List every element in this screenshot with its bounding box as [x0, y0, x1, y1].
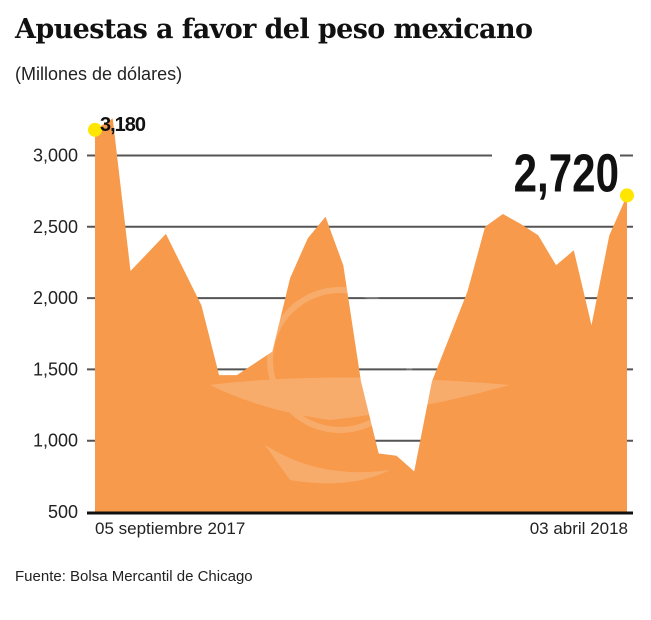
data-label: 2,720	[514, 143, 619, 203]
data-label: 3,180	[100, 114, 146, 136]
y-tick-label: 1,000	[33, 431, 78, 451]
y-tick-label: 500	[48, 502, 78, 522]
source-note: Fuente: Bolsa Mercantil de Chicago	[15, 568, 253, 585]
y-tick-label: 2,000	[33, 288, 78, 308]
y-tick-label: 1,500	[33, 359, 78, 379]
chart-title: Apuestas a favor del peso mexicano	[15, 14, 533, 45]
x-tick-label-start: 05 septiembre 2017	[95, 519, 245, 538]
eagle-watermark	[210, 287, 510, 484]
highlight-point	[620, 188, 634, 203]
y-tick-label: 3,000	[33, 146, 78, 166]
highlight-point	[88, 122, 102, 137]
area-series	[95, 118, 627, 513]
chart-subtitle: (Millones de dólares)	[15, 64, 183, 84]
y-tick-label: 2,500	[33, 217, 78, 237]
x-tick-label-end: 03 abril 2018	[530, 519, 628, 538]
